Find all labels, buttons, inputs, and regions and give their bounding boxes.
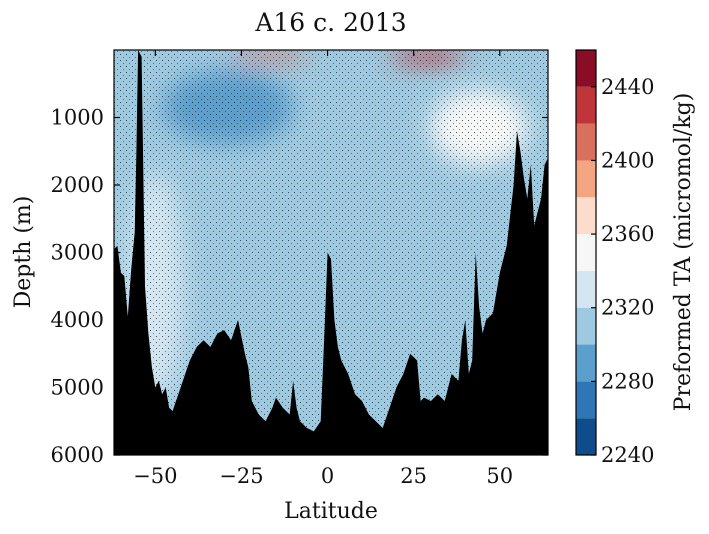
colorbar-segment bbox=[576, 197, 596, 235]
colorbar-tick-label: 2320 bbox=[601, 296, 654, 320]
colorbar: 2240 2280 2320 2360 2400 2440 bbox=[575, 49, 654, 467]
colorbar-tick-label: 2360 bbox=[601, 222, 654, 246]
colorbar-segment bbox=[576, 344, 596, 382]
seafloor-bathymetry bbox=[114, 50, 548, 455]
plot-area bbox=[114, 50, 548, 455]
colorbar-frame bbox=[575, 49, 597, 456]
colorbar-tick-label: 2400 bbox=[601, 148, 654, 172]
x-tick-label: 25 bbox=[400, 464, 427, 488]
colorbar-segment bbox=[576, 123, 596, 161]
y-axis-label: Depth (m) bbox=[11, 196, 36, 309]
y-tick-label: 6000 bbox=[51, 443, 104, 467]
colorbar-segment bbox=[576, 86, 596, 124]
y-tick-label: 5000 bbox=[51, 376, 104, 400]
chart-title: A16 c. 2013 bbox=[254, 8, 406, 37]
y-tick-label: 3000 bbox=[51, 241, 104, 265]
x-tick-label: −25 bbox=[219, 464, 263, 488]
x-tick-label: 0 bbox=[321, 464, 334, 488]
y-tick-label: 1000 bbox=[51, 106, 104, 130]
colorbar-segment bbox=[576, 270, 596, 308]
colorbar-tick-label: 2240 bbox=[601, 443, 654, 467]
colorbar-segment bbox=[576, 418, 596, 455]
colorbar-tick-label: 2280 bbox=[601, 369, 654, 393]
colorbar-segment bbox=[576, 381, 596, 419]
x-tick-label: −50 bbox=[133, 464, 177, 488]
y-tick-label: 2000 bbox=[51, 173, 104, 197]
colorbar-segment bbox=[576, 160, 596, 198]
colorbar-tick-label: 2440 bbox=[601, 75, 654, 99]
y-axis: 1000 2000 3000 4000 5000 6000 bbox=[51, 106, 548, 467]
y-tick-label: 4000 bbox=[51, 308, 104, 332]
colorbar-segment bbox=[576, 50, 596, 87]
x-axis-label: Latitude bbox=[284, 499, 378, 524]
x-axis: −50 −25 0 25 50 bbox=[133, 50, 513, 488]
x-tick-label: 50 bbox=[486, 464, 513, 488]
colorbar-segment bbox=[576, 234, 596, 271]
colorbar-segment bbox=[576, 307, 596, 345]
colorbar-label: Preformed TA (micromol/kg) bbox=[671, 93, 696, 412]
